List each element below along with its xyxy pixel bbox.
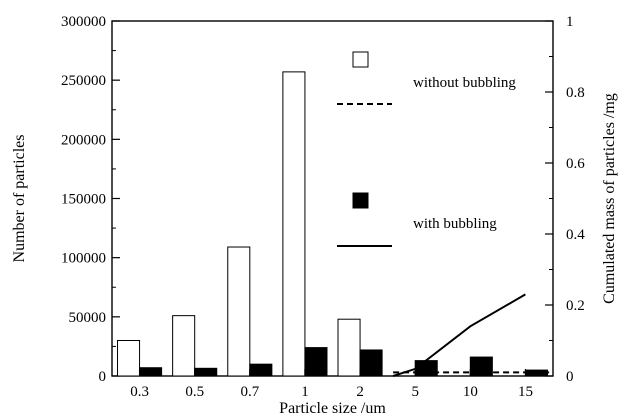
x-tick-label: 0.3	[130, 384, 149, 400]
bar-with-bubbling	[249, 363, 273, 377]
y-axis-title: Number of particles	[11, 135, 28, 263]
y2-tick-label: 0	[566, 369, 574, 385]
x-tick-label: 15	[518, 384, 533, 400]
legend-swatch-filled	[352, 192, 369, 209]
legend-swatch-open	[352, 51, 369, 68]
x-tick-label: 5	[411, 384, 419, 400]
x-tick-label: 1	[301, 384, 309, 400]
bar-with-bubbling	[359, 349, 383, 377]
bar-without-bubbling	[337, 318, 361, 377]
x-tick-label: 0.7	[240, 384, 259, 400]
x-tick-label: 10	[463, 384, 478, 400]
y-tick-label: 150000	[61, 192, 106, 208]
x-tick-label: 0.5	[185, 384, 204, 400]
y-tick-label: 300000	[61, 14, 106, 30]
bar-with-bubbling	[304, 347, 328, 377]
y-tick-label: 50000	[69, 310, 107, 326]
y2-tick-label: 0.8	[566, 85, 585, 101]
line-with-bubbling	[392, 293, 526, 377]
legend-label-with-bubbling: with bubbling	[413, 216, 497, 232]
y2-tick-label: 0.6	[566, 156, 585, 172]
bar-with-bubbling	[469, 356, 493, 377]
y2-axis-title: Cumulated mass of particles /mg	[601, 93, 618, 304]
bar-without-bubbling	[282, 71, 306, 377]
y-tick-label: 200000	[61, 132, 106, 148]
bar-without-bubbling	[227, 246, 251, 377]
bar-without-bubbling	[117, 340, 141, 377]
x-axis-title: Particle size /um	[279, 400, 386, 417]
bar-with-bubbling	[194, 367, 218, 377]
y-tick-label: 0	[99, 369, 107, 385]
y2-tick-label: 1	[566, 14, 574, 30]
bar-with-bubbling	[414, 360, 438, 377]
y-tick-label: 100000	[61, 251, 106, 267]
y-tick-label: 250000	[61, 73, 106, 89]
x-tick-label: 2	[356, 384, 364, 400]
bar-without-bubbling	[172, 315, 196, 377]
y2-tick-label: 0.4	[566, 227, 585, 243]
bar-with-bubbling	[139, 367, 163, 377]
y2-tick-label: 0.2	[566, 298, 585, 314]
legend-label-without-bubbling: without bubbling	[413, 75, 516, 91]
